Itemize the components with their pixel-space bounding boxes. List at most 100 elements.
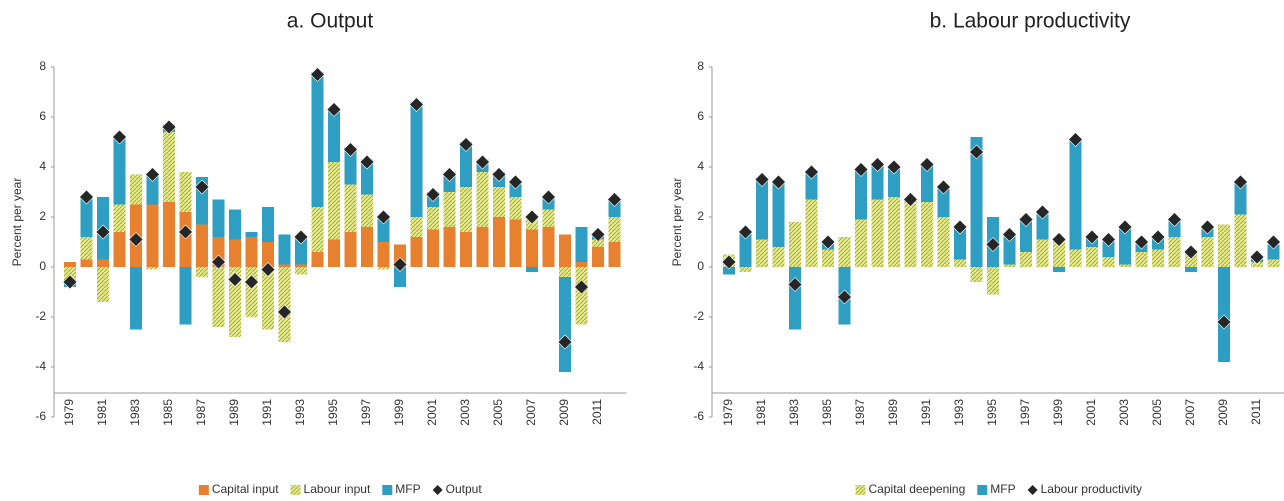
x-tick-label: 2009 xyxy=(557,399,571,426)
bar-segment xyxy=(542,209,555,227)
bar-segment xyxy=(427,207,439,230)
bar-segment xyxy=(592,239,604,247)
bar-segment xyxy=(476,227,489,267)
bar-segment xyxy=(1069,249,1082,267)
x-tick-label: 2011 xyxy=(1249,399,1263,425)
x-tick-label: 1985 xyxy=(820,399,834,426)
marker xyxy=(194,179,210,195)
y-axis-label: Percent per year xyxy=(670,178,684,267)
marker xyxy=(820,234,836,250)
x-tick-label: 2001 xyxy=(1084,399,1098,426)
bar-segment xyxy=(1102,257,1115,267)
x-tick-label: 1981 xyxy=(95,399,109,426)
marker xyxy=(491,167,507,182)
bar-segment xyxy=(855,169,867,220)
bar-segment xyxy=(1036,212,1049,240)
bar-segment xyxy=(871,199,884,267)
bar-segment xyxy=(410,237,423,267)
marker xyxy=(79,189,94,205)
bar-segment xyxy=(723,267,735,275)
bar-segment xyxy=(1218,224,1230,267)
marker xyxy=(837,289,852,305)
bar-segment xyxy=(130,267,142,330)
panel: b. Labour productivity Percent per year -6… xyxy=(670,10,1284,496)
marker xyxy=(277,304,292,320)
x-tick-label: 2003 xyxy=(1117,399,1131,426)
x-tick-label: 1983 xyxy=(787,399,801,426)
bar-segment xyxy=(1201,237,1214,267)
bar-segment xyxy=(97,267,109,302)
bar-segment xyxy=(278,264,291,267)
bar-segment xyxy=(493,187,505,217)
y-tick-label: -6 xyxy=(693,409,704,423)
marker xyxy=(95,224,111,240)
bar-segment xyxy=(575,227,588,262)
bar-segment xyxy=(575,267,588,325)
bar-segment xyxy=(113,137,126,205)
marker xyxy=(1266,234,1281,250)
marker xyxy=(1101,232,1116,247)
x-tick-label: 1999 xyxy=(1051,399,1065,426)
marker xyxy=(211,254,226,270)
x-tick-label: 1987 xyxy=(853,399,867,426)
bar-segment xyxy=(179,212,192,267)
marker xyxy=(853,162,869,177)
bar-segment xyxy=(805,199,818,267)
x-tick-label: 1993 xyxy=(952,399,966,426)
y-tick-label: -4 xyxy=(35,359,46,373)
marker xyxy=(1002,227,1017,242)
legend-label: Output xyxy=(446,482,483,496)
chart-title: b. Labour productivity xyxy=(930,10,1131,33)
legend: Capital input Labour input MFP Output xyxy=(198,482,483,496)
marker xyxy=(574,279,589,295)
x-tick-label: 1979 xyxy=(62,399,76,426)
bar-segment xyxy=(1003,264,1016,267)
marker xyxy=(508,174,523,190)
bar-segment xyxy=(163,132,175,202)
bar-segment xyxy=(179,267,192,325)
bar-segment xyxy=(987,267,999,295)
bar-segment xyxy=(1119,264,1131,267)
legend-symbol xyxy=(290,485,301,495)
bar-segment xyxy=(311,252,324,267)
x-tick-label: 1991 xyxy=(260,399,274,426)
bar-segment xyxy=(80,259,93,267)
legend: Capital deepening MFP Labour productivity xyxy=(855,482,1142,496)
legend-symbol xyxy=(382,485,393,495)
bar-segment xyxy=(394,267,406,287)
marker xyxy=(557,334,573,350)
bar-segment xyxy=(212,267,225,327)
bar-segment xyxy=(739,267,752,272)
x-tick-label: 1997 xyxy=(1018,399,1032,426)
x-tick-label: 2009 xyxy=(1216,399,1230,426)
marker xyxy=(541,189,556,205)
y-tick-label: -2 xyxy=(35,309,46,323)
bar-segment xyxy=(1267,259,1280,267)
marker xyxy=(310,67,325,82)
bar-segment xyxy=(575,262,588,267)
bar-segment xyxy=(1086,247,1098,267)
x-tick-label: 1979 xyxy=(721,399,735,426)
y-axis-label: Percent per year xyxy=(10,178,24,267)
y-tick-label: 2 xyxy=(39,209,46,223)
bar-segment xyxy=(245,237,258,267)
marker xyxy=(260,262,276,277)
bar-segment xyxy=(592,247,604,267)
legend-label: Labour productivity xyxy=(1041,482,1142,496)
bar-segment xyxy=(937,217,950,267)
legend-item: Capital input xyxy=(198,482,279,496)
bar-segment xyxy=(278,234,291,265)
marker xyxy=(145,167,160,182)
bar-segment xyxy=(295,267,307,275)
bar-segment xyxy=(361,159,373,195)
legend-symbol xyxy=(855,485,866,495)
marker xyxy=(771,174,786,190)
marker xyxy=(1183,244,1199,260)
marker xyxy=(870,157,885,172)
bar-segment xyxy=(937,187,950,217)
bar-segment xyxy=(146,204,159,267)
y-tick-label: 2 xyxy=(697,209,704,223)
x-tick-label: 1981 xyxy=(754,399,768,426)
y-tick-label: -6 xyxy=(35,409,46,423)
